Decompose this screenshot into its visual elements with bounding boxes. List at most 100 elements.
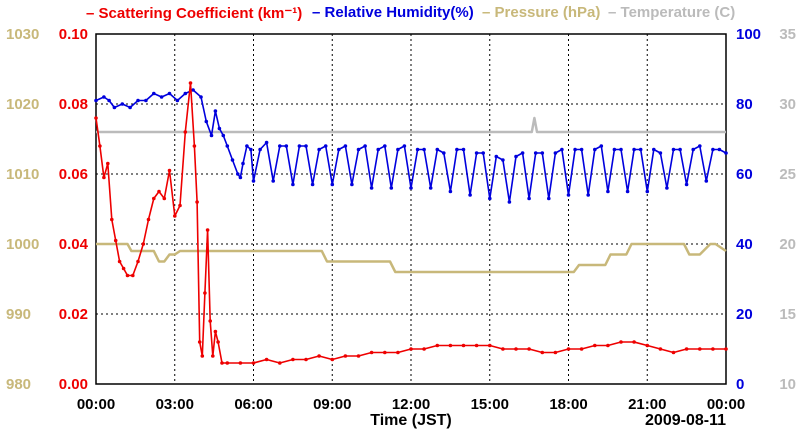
data-point-scattering-coefficient [94,116,98,120]
data-point-scattering-coefficient [102,175,106,180]
data-point-scattering-coefficient [211,354,215,358]
data-point-relative-humidity [369,186,374,190]
data-point-relative-humidity [632,147,636,152]
data-point-scattering-coefficient [106,161,110,166]
x-axis-title: Time (JST) [370,412,452,429]
data-point-scattering-coefficient [553,350,558,355]
legend-separator: – [86,5,95,22]
data-point-scattering-coefficient [98,144,102,148]
data-point-relative-humidity [619,147,623,152]
data-point-relative-humidity [209,133,214,138]
humidity-tick-label: 60 [736,166,753,183]
data-point-scattering-coefficient [220,361,224,365]
data-point-relative-humidity [481,151,486,155]
data-point-relative-humidity [448,189,453,194]
data-point-scattering-coefficient [356,354,361,358]
data-point-relative-humidity [461,147,466,152]
scattering-tick-label: 0.00 [59,376,88,393]
legend-label-scattering: Scattering Coefficient (km⁻¹) [98,5,303,22]
data-point-relative-humidity [376,147,381,152]
legend-item-scattering: – Scattering Coefficient (km⁻¹) [86,4,302,22]
data-point-relative-humidity [645,189,650,194]
humidity-tick-label: 40 [736,236,753,253]
data-point-relative-humidity [389,186,394,190]
temperature-tick-label: 35 [779,26,796,43]
x-tick-label: 03:00 [156,396,194,413]
data-point-scattering-coefficient [488,343,492,348]
data-point-scattering-coefficient [225,361,230,365]
data-point-scattering-coefficient [203,291,207,295]
x-tick-label: 15:00 [471,396,509,413]
data-point-relative-humidity [638,147,643,152]
date-label: 2009-08-11 [645,412,726,429]
x-tick-label: 12:00 [392,396,430,413]
temperature-tick-label: 10 [779,376,796,393]
humidity-tick-label: 80 [736,96,753,113]
data-point-scattering-coefficient [195,200,199,204]
axis-layer: 00:00 03:00 06:00 09:00 12:00 15:00 18:00 21:00… [6,26,796,413]
scattering-tick-label: 0.06 [59,166,88,183]
data-point-relative-humidity [488,196,492,201]
data-point-relative-humidity [593,147,597,152]
data-point-relative-humidity [678,147,682,152]
temperature-tick-label: 15 [779,306,796,323]
data-point-relative-humidity [204,119,209,124]
data-point-relative-humidity [560,147,564,152]
data-point-relative-humidity [606,189,610,194]
data-point-relative-humidity [278,144,282,148]
data-point-relative-humidity [586,193,590,197]
data-point-scattering-coefficient [461,343,466,348]
data-point-scattering-coefficient [396,350,400,355]
series-line-temperature [96,116,726,134]
data-point-relative-humidity [455,147,459,152]
data-point-scattering-coefficient [658,347,663,351]
scattering-tick-label: 0.02 [59,306,88,323]
data-point-scattering-coefficient [317,354,321,358]
data-point-relative-humidity [159,95,164,99]
data-point-relative-humidity [409,186,413,190]
data-point-scattering-coefficient [422,347,426,351]
pressure-tick-label: 1030 [6,26,39,43]
data-point-relative-humidity [579,147,584,152]
data-point-scattering-coefficient [278,361,282,365]
data-point-scattering-coefficient [606,343,610,348]
data-point-scattering-coefficient [435,343,440,348]
data-point-relative-humidity [350,182,354,187]
data-point-scattering-coefficient [540,350,545,355]
data-point-scattering-coefficient [593,343,597,348]
pressure-tick-label: 980 [6,376,31,393]
data-point-relative-humidity [402,144,407,148]
data-point-scattering-coefficient [474,343,479,348]
data-point-scattering-coefficient [125,273,130,278]
data-point-relative-humidity [658,151,663,155]
pressure-tick-label: 990 [6,306,31,323]
data-point-relative-humidity [383,144,387,148]
data-point-relative-humidity [241,161,245,166]
data-point-relative-humidity [698,144,702,148]
data-point-relative-humidity [310,182,315,187]
legend-item-pressure: – Pressure (hPa) [482,4,600,21]
pressure-tick-label: 1020 [6,96,39,113]
data-point-relative-humidity [527,196,531,201]
x-tick-label: 18:00 [549,396,587,413]
x-tick-label: 00:00 [77,396,115,413]
data-point-relative-humidity [136,98,140,103]
data-point-relative-humidity [128,105,132,110]
data-point-scattering-coefficient [197,340,202,344]
data-point-relative-humidity [343,144,348,148]
data-point-relative-humidity [304,144,308,148]
data-point-relative-humidity [167,91,172,96]
data-point-scattering-coefficient [514,347,518,351]
data-point-relative-humidity [442,151,446,155]
data-point-scattering-coefficient [527,347,531,351]
data-point-relative-humidity [599,144,604,148]
data-point-scattering-coefficient [238,361,243,365]
data-point-scattering-coefficient [157,189,161,194]
data-point-relative-humidity [175,98,180,103]
data-point-scattering-coefficient [188,81,193,85]
data-point-scattering-coefficient [152,196,156,201]
data-point-scattering-coefficient [724,347,728,351]
data-point-scattering-coefficient [698,347,702,351]
temperature-tick-label: 20 [779,236,796,253]
